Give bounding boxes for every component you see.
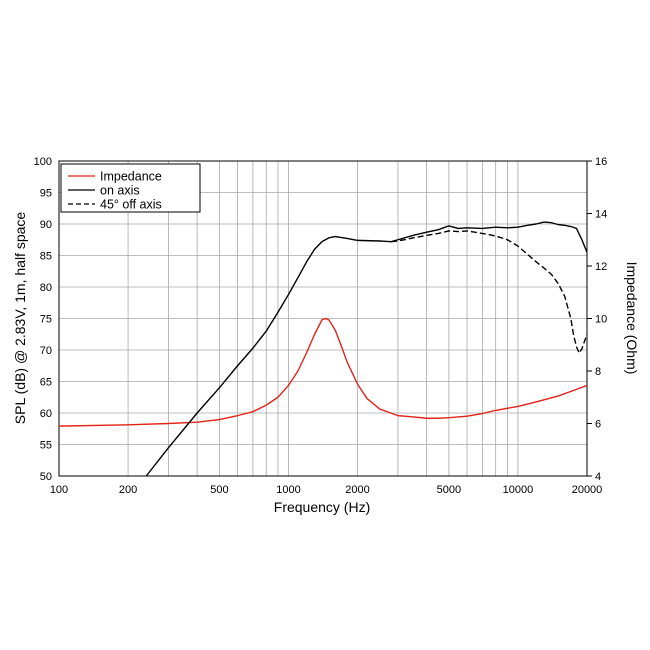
y-left-tick-label: 50 [40,471,52,483]
y-right-axis-title: Impedance (Ohm) [624,262,640,375]
y-left-tick-label: 95 [40,188,52,200]
y-left-axis-title: SPL (dB) @ 2.83V, 1m, half space [12,212,28,425]
x-tick-label: 10000 [503,484,534,496]
x-tick-label: 500 [210,484,228,496]
y-right-tick-label: 4 [595,471,601,483]
x-tick-label: 200 [119,484,137,496]
x-tick-label: 20000 [572,484,603,496]
y-left-tick-label: 60 [40,408,52,420]
y-right-tick-label: 8 [595,366,601,378]
series-layer [58,221,588,477]
y-right-axis-ticks: 4 6 8 10 12 14 16 [587,156,607,483]
y-right-tick-label: 12 [595,261,607,273]
series-line-45-off-axis [391,230,588,354]
y-left-tick-label: 100 [34,156,52,168]
y-left-tick-label: 90 [40,219,52,231]
y-left-tick-label: 75 [40,314,52,326]
legend-label-on-axis: on axis [100,184,140,198]
x-tick-label: 2000 [345,484,369,496]
y-left-tick-label: 65 [40,377,52,389]
series-line-impedance [58,317,588,427]
y-right-tick-label: 14 [595,209,607,221]
x-axis-ticks: 100 200 500 1000 2000 5000 10000 20000 [50,484,602,496]
x-axis-title: Frequency (Hz) [274,499,370,515]
y-left-tick-label: 55 [40,440,52,452]
legend: Impedance on axis 45° off axis [60,163,201,213]
y-left-axis-ticks: 50 55 60 65 70 75 80 85 90 95 100 [34,156,52,483]
y-right-tick-label: 16 [595,156,607,168]
x-tick-label: 100 [50,484,68,496]
y-left-tick-label: 80 [40,282,52,294]
legend-label-off-axis: 45° off axis [100,198,162,212]
x-tick-label: 5000 [437,484,461,496]
series-line-on-axis [145,221,588,477]
y-left-tick-label: 85 [40,251,52,263]
x-tick-label: 1000 [276,484,300,496]
y-right-tick-label: 6 [595,419,601,431]
legend-label-impedance: Impedance [100,170,162,184]
y-right-tick-label: 10 [595,314,607,326]
y-left-tick-label: 70 [40,345,52,357]
